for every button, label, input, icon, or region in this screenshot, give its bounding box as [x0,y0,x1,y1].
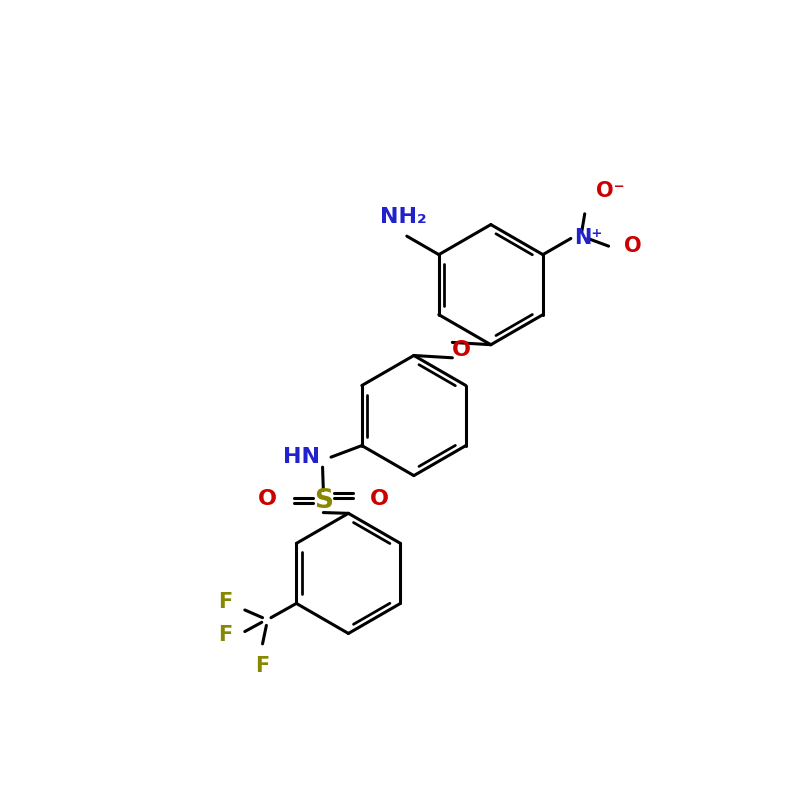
Text: N⁺: N⁺ [574,229,602,249]
Text: F: F [218,625,233,645]
Text: HN: HN [283,447,320,467]
Text: F: F [218,592,233,612]
Text: O: O [370,490,389,510]
Text: O: O [258,490,277,510]
Text: O⁻: O⁻ [595,182,624,202]
Text: O: O [452,340,471,360]
Text: O: O [624,236,642,256]
Text: NH₂: NH₂ [380,207,426,227]
Text: F: F [255,656,270,676]
Text: S: S [314,488,333,514]
